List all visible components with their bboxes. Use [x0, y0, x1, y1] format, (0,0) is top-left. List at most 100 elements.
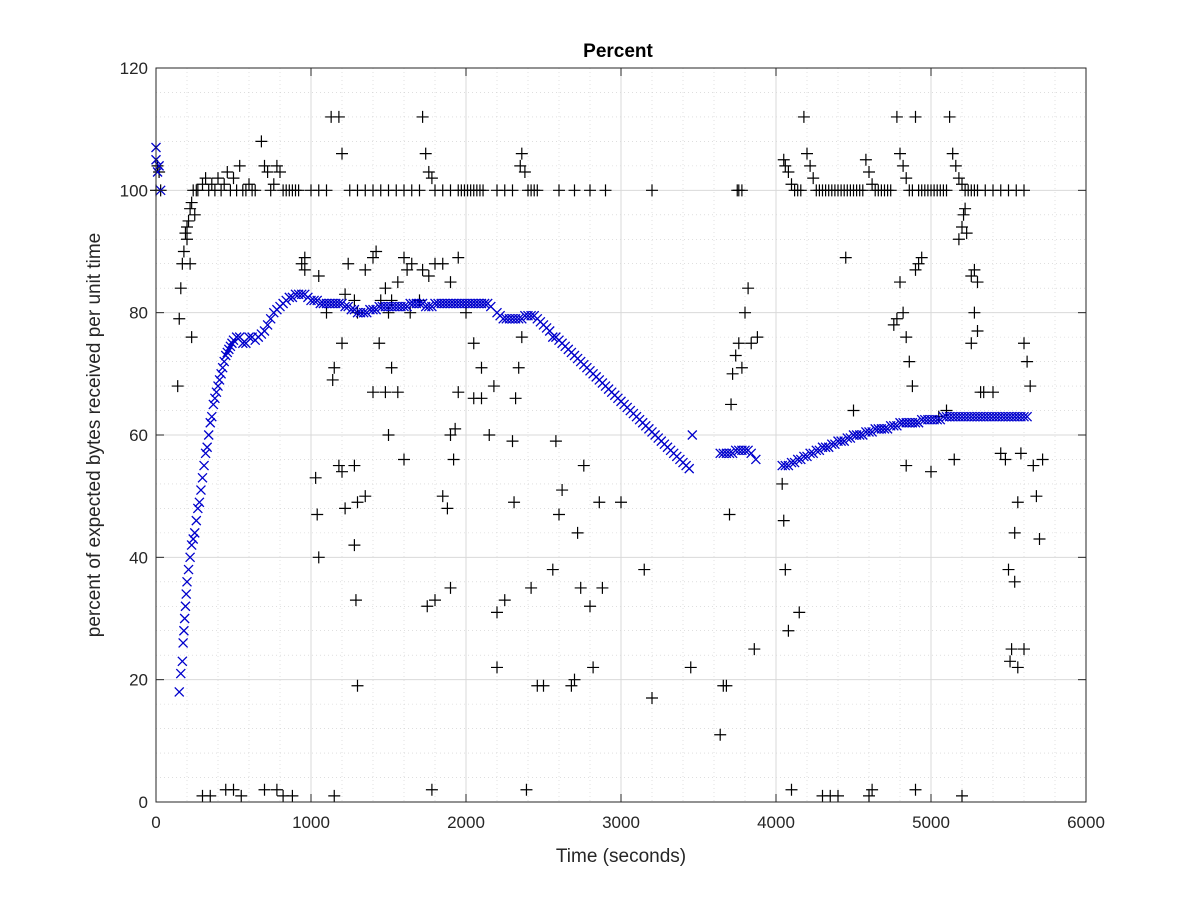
- plus-data-point: [233, 159, 246, 172]
- plus-data-point: [379, 282, 392, 295]
- plus-data-point: [188, 208, 201, 221]
- cross-data-point: [684, 463, 695, 474]
- plus-data-point: [452, 251, 465, 264]
- plus-data-point: [498, 594, 511, 607]
- plus-data-point: [379, 386, 392, 399]
- plus-data-point: [349, 594, 362, 607]
- plus-data-point: [726, 367, 739, 380]
- cross-data-point: [200, 448, 211, 459]
- plus-data-point: [508, 496, 521, 509]
- y-tick-label: 120: [120, 59, 148, 78]
- plus-data-point: [398, 251, 410, 264]
- cross-data-point: [820, 442, 831, 453]
- cross-data-point: [205, 417, 216, 428]
- plus-data-point: [779, 563, 792, 576]
- plus-data-point: [184, 257, 197, 270]
- cross-data-point: [854, 430, 865, 440]
- plus-data-point: [520, 783, 533, 796]
- plus-marker-series: [150, 110, 1049, 802]
- plus-data-point: [1008, 575, 1021, 588]
- cross-data-point: [798, 451, 809, 462]
- y-tick-label: 60: [129, 426, 148, 445]
- plus-data-point: [181, 233, 193, 246]
- cross-data-point: [333, 298, 344, 309]
- plus-data-point: [512, 361, 525, 374]
- plus-data-point: [751, 331, 764, 344]
- plus-data-point: [382, 429, 395, 441]
- plus-data-point: [264, 184, 277, 197]
- cross-data-point: [423, 301, 434, 312]
- plus-data-point: [909, 263, 922, 276]
- cross-data-point: [513, 313, 524, 324]
- plus-data-point: [326, 373, 339, 386]
- plus-data-point: [971, 325, 984, 338]
- cross-data-point: [1019, 411, 1029, 422]
- cross-data-point: [265, 313, 276, 324]
- cross-data-point: [811, 445, 822, 456]
- plus-data-point: [965, 269, 978, 282]
- cross-data-point: [805, 448, 816, 459]
- plus-data-point: [515, 331, 528, 344]
- cross-data-point: [1022, 411, 1033, 422]
- plus-data-point: [336, 465, 348, 478]
- cross-data-point: [826, 439, 837, 450]
- plus-data-point: [957, 208, 970, 221]
- cross-data-point: [296, 289, 307, 300]
- plus-data-point: [270, 783, 283, 796]
- plus-data-point: [274, 165, 286, 178]
- cross-data-point: [836, 436, 847, 447]
- plus-data-point: [184, 202, 197, 215]
- plus-data-point: [859, 153, 872, 166]
- plus-data-point: [525, 581, 538, 594]
- plus-data-point: [1024, 380, 1037, 393]
- plus-data-point: [999, 453, 1012, 466]
- plus-data-point: [584, 600, 596, 613]
- cross-data-point: [216, 368, 227, 379]
- plus-data-point: [475, 392, 488, 405]
- plus-data-point: [514, 159, 527, 172]
- plus-data-point: [320, 184, 333, 197]
- plus-data-point: [956, 178, 968, 191]
- x-tick-label: 2000: [447, 813, 485, 832]
- cross-data-point: [178, 638, 189, 648]
- cross-data-point: [179, 613, 190, 624]
- plus-data-point: [385, 294, 398, 307]
- plus-data-point: [295, 257, 308, 270]
- cross-data-point: [888, 420, 899, 431]
- plus-data-point: [1011, 496, 1024, 509]
- plus-data-point: [1011, 661, 1024, 674]
- plus-data-point: [460, 306, 472, 319]
- plus-data-point: [298, 251, 311, 264]
- cross-data-point: [152, 167, 163, 177]
- plus-data-point: [1008, 526, 1021, 539]
- cross-data-point: [188, 534, 199, 544]
- plus-data-point: [416, 110, 429, 123]
- plus-data-point: [258, 159, 271, 172]
- plus-data-point: [714, 728, 727, 741]
- plus-data-point: [467, 337, 480, 350]
- plus-data-point: [449, 422, 462, 435]
- cross-data-point: [284, 292, 295, 303]
- cross-data-point: [780, 460, 791, 471]
- plus-data-point: [370, 245, 383, 258]
- cross-data-point: [195, 485, 206, 496]
- plus-data-point: [286, 789, 299, 802]
- plus-data-point: [782, 165, 795, 178]
- plus-data-point: [221, 165, 234, 178]
- plus-data-point: [298, 263, 311, 276]
- plus-data-point: [367, 386, 379, 399]
- cross-data-point: [223, 344, 234, 355]
- plus-data-point: [332, 459, 345, 472]
- plus-data-point: [425, 783, 438, 796]
- plus-data-point: [243, 178, 255, 191]
- plus-data-point: [447, 453, 460, 466]
- cross-data-point: [879, 423, 890, 434]
- plus-data-point: [568, 184, 581, 197]
- plus-data-point: [342, 257, 355, 270]
- plus-data-point: [735, 184, 748, 197]
- plus-data-point: [292, 184, 305, 197]
- plus-data-point: [249, 184, 262, 197]
- plus-data-point: [491, 606, 503, 619]
- plus-data-point: [422, 269, 435, 282]
- plus-data-point: [725, 398, 738, 411]
